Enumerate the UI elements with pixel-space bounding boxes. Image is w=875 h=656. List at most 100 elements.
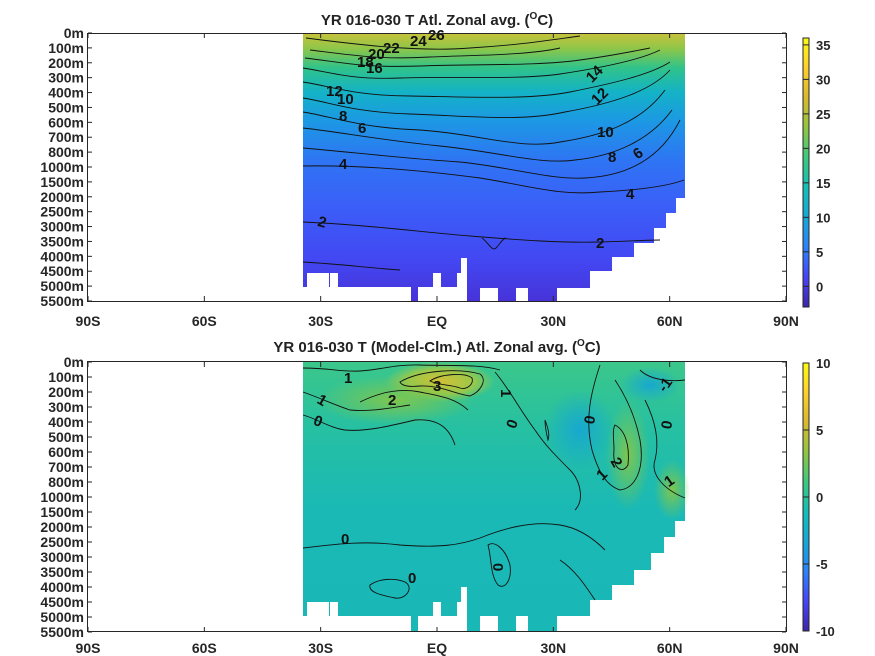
y-tick-label: 2500m <box>40 534 84 550</box>
contour-label: 18 <box>357 54 374 71</box>
x-tick-label: 90S <box>76 313 101 329</box>
y-tick-label: 0m <box>64 25 84 41</box>
x-tick-label: 90N <box>773 313 799 329</box>
contour-label: 12 <box>326 83 343 100</box>
y-tick-label: 500m <box>48 429 84 445</box>
x-tick-label: EQ <box>427 640 447 656</box>
y-tick-label: 1000m <box>40 489 84 505</box>
colorbar-top: 35 30 25 20 15 10 5 0 <box>802 37 830 308</box>
contour-label: 4 <box>339 156 348 173</box>
x-tick-label: 90S <box>76 640 101 656</box>
y-tick-label: 3000m <box>40 219 84 235</box>
y-tick-label: 400m <box>48 85 84 101</box>
y-tick-label: 200m <box>48 55 84 71</box>
title-bottom: YR 016-030 T (Model-Clm.) Atl. Zonal avg… <box>273 338 600 356</box>
panel-top: YR 016-030 T Atl. Zonal avg. (OC) 2 6 24 <box>40 11 830 329</box>
y-tick-label: 1500m <box>40 174 84 190</box>
x-tick-label: 30N <box>540 640 566 656</box>
y-tick-label: 700m <box>48 129 84 145</box>
y-tick-label: 5000m <box>40 609 84 625</box>
y-tick-label: 5000m <box>40 278 84 294</box>
x-tick-label: 60N <box>657 313 683 329</box>
y-tick-label: 4000m <box>40 248 84 264</box>
contour-label: 10 <box>597 124 614 141</box>
y-tick-label: 0m <box>64 354 84 370</box>
y-tick-label: 3500m <box>40 233 84 249</box>
contour-label: 2 <box>596 235 604 252</box>
y-tick-label: 3500m <box>40 564 84 580</box>
contour-label: 0 <box>489 563 506 571</box>
x-tick-label: 30S <box>308 313 333 329</box>
colorbar-tick-label: 35 <box>816 38 830 53</box>
colorbar-tick-label: -5 <box>816 557 828 572</box>
y-tick-label: 400m <box>48 414 84 430</box>
y-tick-label: 600m <box>48 114 84 130</box>
contour-label: 22 <box>383 40 400 57</box>
colorbar-tick-label: 15 <box>816 176 830 191</box>
x-tick-label: 60S <box>192 313 217 329</box>
y-tick-label: 2500m <box>40 204 84 220</box>
contour-label: 10 <box>337 91 354 108</box>
contour-label: 6 <box>358 120 366 137</box>
y-tick-label: 4500m <box>40 263 84 279</box>
y-tick-label: 800m <box>48 144 84 160</box>
y-tick-label: 5500m <box>40 624 84 640</box>
colorbar-tick-label: 10 <box>816 210 830 225</box>
x-tick-label: 90N <box>773 640 799 656</box>
y-tick-label: 2000m <box>40 189 84 205</box>
y-tick-label: 300m <box>48 399 84 415</box>
y-tick-label: 200m <box>48 384 84 400</box>
contours-bottom <box>302 364 686 601</box>
x-axis-bottom: 90S 60S 30S EQ 30N 60N 90N <box>76 362 799 656</box>
y-tick-label: 2000m <box>40 519 84 535</box>
contour-label: 0 <box>341 531 349 548</box>
colorbar-bottom: 10 5 0 -5 -10 <box>802 356 835 639</box>
contour-label: 0 <box>408 570 416 587</box>
y-tick-label: 600m <box>48 444 84 460</box>
contour-label: 2 <box>388 392 396 409</box>
colorbar-tick-label: 30 <box>816 72 830 87</box>
y-tick-label: 5500m <box>40 293 84 309</box>
contour-label: 8 <box>608 149 616 166</box>
colorbar-tick-label: 10 <box>816 356 830 371</box>
contour-label: 1 <box>497 389 514 397</box>
colorbar-frame <box>802 37 810 308</box>
colorbar-tick-label: 0 <box>816 490 823 505</box>
x-tick-label: EQ <box>427 313 447 329</box>
contour-label: 1 <box>344 370 352 387</box>
y-tick-label: 800m <box>48 474 84 490</box>
contour-label: 3 <box>433 378 441 395</box>
colorbar-tick-label: -10 <box>816 624 835 639</box>
title-top: YR 016-030 T Atl. Zonal avg. (OC) <box>321 11 553 29</box>
x-tick-label: 60S <box>192 640 217 656</box>
y-tick-label: 700m <box>48 459 84 475</box>
colorbar-tick-label: 0 <box>816 279 823 294</box>
colorbar-tick-label: 25 <box>816 107 830 122</box>
y-tick-label: 1000m <box>40 159 84 175</box>
y-tick-label: 300m <box>48 70 84 86</box>
contour-label: 24 <box>410 33 427 50</box>
contour-label: 0 <box>581 414 599 425</box>
contour-label: 8 <box>339 108 347 125</box>
panel-bottom: YR 016-030 T (Model-Clm.) Atl. Zonal avg… <box>40 338 834 656</box>
colorbar-tick-label: 5 <box>816 245 823 260</box>
y-tick-label: 4500m <box>40 594 84 610</box>
contours-top <box>302 35 685 271</box>
contour-label: 4 <box>626 186 635 203</box>
y-axis-top: 0m100m200m300m400m500m600m700m800m1000m1… <box>40 25 786 309</box>
y-tick-label: 500m <box>48 99 84 115</box>
y-tick-label: 100m <box>48 40 84 56</box>
colorbar-tick-label: 5 <box>816 423 823 438</box>
contour-label: 16 <box>366 60 383 77</box>
x-tick-label: 30N <box>540 313 566 329</box>
contour-labels-top: 26 24 22 20 18 16 14 12 12 10 10 8 8 6 6… <box>316 27 647 252</box>
y-tick-label: 100m <box>48 369 84 385</box>
y-tick-label: 4000m <box>40 579 84 595</box>
x-tick-label: 60N <box>657 640 683 656</box>
colorbar-gradient <box>803 38 809 307</box>
contour-label: 0 <box>658 419 676 430</box>
x-axis-top: 90S 60S 30S EQ 30N 60N 90N <box>76 33 799 329</box>
y-tick-label: 3000m <box>40 549 84 565</box>
